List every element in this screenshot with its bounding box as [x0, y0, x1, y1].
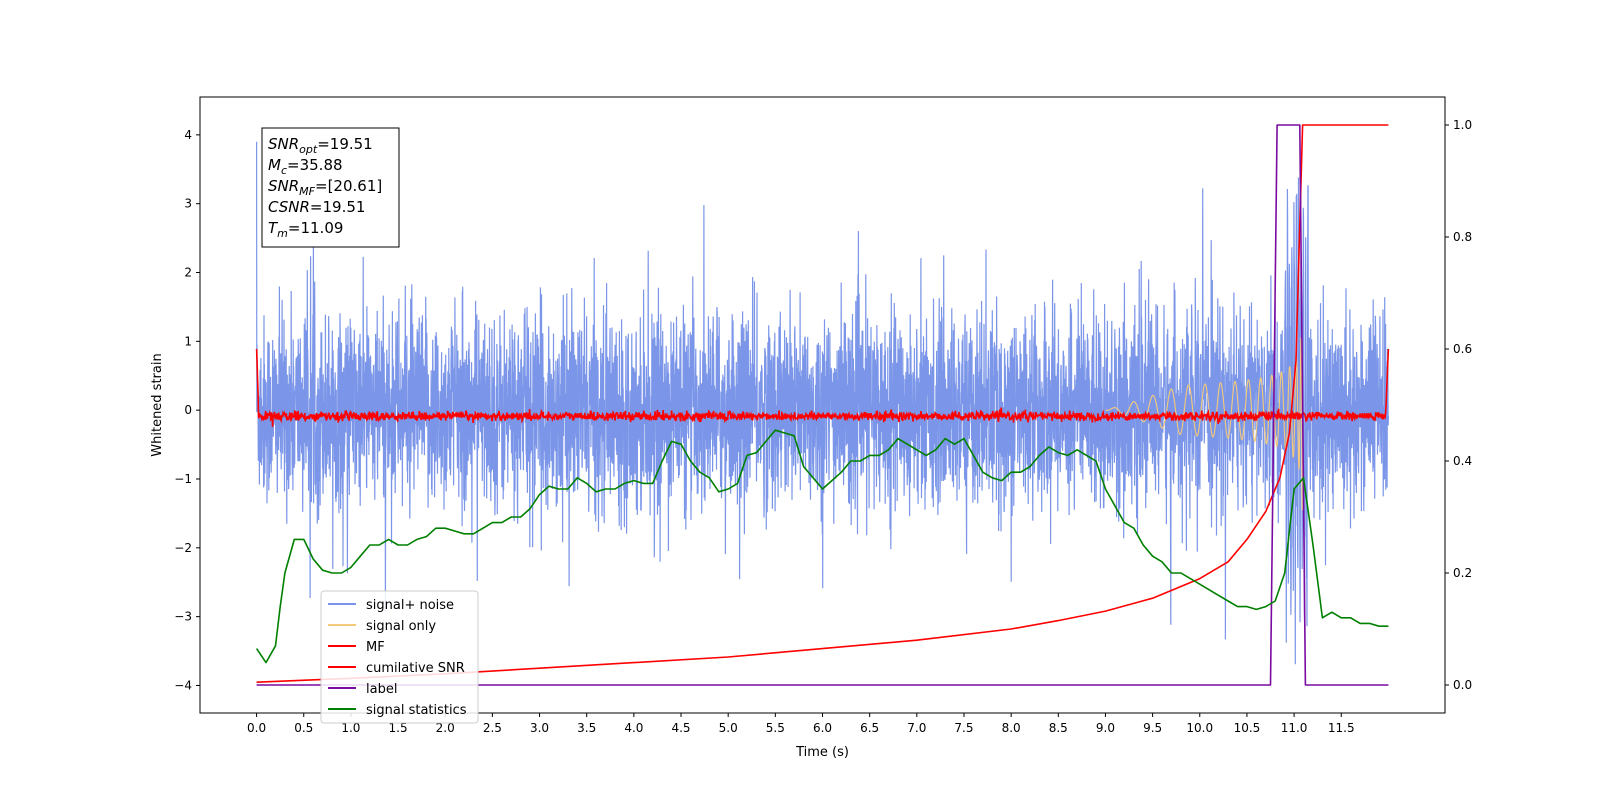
- annotation-value: =[20.61]: [315, 177, 382, 195]
- annotation-symbol: T: [268, 219, 279, 237]
- x-tick-label: 0.5: [294, 721, 313, 735]
- annotation-value: =35.88: [287, 156, 343, 174]
- annotation-line: Tm=11.09: [268, 219, 343, 240]
- legend-entry: signal+ noise: [366, 598, 454, 613]
- y-tick-label-left: 3: [184, 197, 192, 211]
- annotation-symbol: SNR: [268, 177, 299, 195]
- x-tick-label: 8.5: [1049, 721, 1068, 735]
- x-tick-label: 1.0: [341, 721, 360, 735]
- annotation-subscript: opt: [299, 143, 318, 156]
- annotation-symbol: M: [268, 156, 281, 174]
- annotation-line: CSNR=19.51: [268, 198, 365, 216]
- x-tick-label: 10.0: [1186, 721, 1213, 735]
- x-tick-label: 6.0: [813, 721, 832, 735]
- annotation-value: =11.09: [288, 219, 344, 237]
- y-axis-label: Whitened strain: [150, 353, 165, 456]
- x-tick-label: 9.0: [1096, 721, 1115, 735]
- x-tick-label: 11.5: [1328, 721, 1355, 735]
- y-tick-label-right: 0.2: [1453, 566, 1472, 580]
- legend-entry: label: [366, 682, 397, 697]
- legend: signal+ noise signal only MF cumilative SNR…: [320, 590, 479, 724]
- annotation-subscript: MF: [299, 185, 315, 198]
- x-tick-label: 8.0: [1002, 721, 1021, 735]
- x-tick-label: 11.0: [1281, 721, 1308, 735]
- series-signal-statistics: [255, 429, 1389, 664]
- annotation-subscript: c: [281, 164, 287, 177]
- annotation-value: =19.51: [317, 135, 373, 153]
- y-ticks-right: 1.0 0.8 0.6 0.4 0.2 0.0: [1445, 118, 1472, 692]
- annotation-value: =19.51: [310, 198, 366, 216]
- x-axis-label: Time (s): [795, 745, 849, 760]
- y-tick-label-left: 4: [184, 128, 192, 142]
- y-tick-label-left: −1: [174, 472, 192, 486]
- series-signal-only: [1105, 337, 1305, 511]
- annotation-line: SNRMF=[20.61]: [268, 177, 382, 198]
- x-tick-label: 3.0: [530, 721, 549, 735]
- annotation-frame: [261, 127, 400, 248]
- x-tick-label: 2.0: [436, 721, 455, 735]
- legend-frame: [320, 590, 479, 724]
- legend-entry: signal only: [366, 619, 436, 634]
- y-tick-label-left: 0: [184, 403, 192, 417]
- x-tick-label: 10.5: [1234, 721, 1261, 735]
- annotation-line: SNRopt=19.51: [268, 135, 373, 156]
- y-tick-label-left: 2: [184, 266, 192, 280]
- y-tick-label-left: −4: [174, 678, 192, 692]
- x-tick-label: 2.5: [483, 721, 502, 735]
- series-signal-noise: [256, 141, 1389, 665]
- y-tick-label-left: 1: [184, 334, 192, 348]
- x-tick-label: 0.0: [247, 721, 266, 735]
- annotation-symbol: SNR: [268, 135, 299, 153]
- legend-entry: cumilative SNR: [366, 661, 465, 676]
- x-tick-label: 5.0: [719, 721, 738, 735]
- annotation-line: Mc=35.88: [268, 156, 343, 177]
- y-tick-label-right: 1.0: [1453, 118, 1472, 132]
- annotation-box: SNRopt=19.51Mc=35.88SNRMF=[20.61]CSNR=19…: [261, 127, 400, 248]
- y-ticks-left: 4 3 2 1 0 −1 −2 −3 −4: [174, 128, 200, 692]
- x-tick-label: 1.5: [389, 721, 408, 735]
- x-tick-label: 4.5: [671, 721, 690, 735]
- series-label: [256, 124, 1389, 686]
- x-tick-label: 3.5: [577, 721, 596, 735]
- y-tick-label-right: 0.0: [1453, 678, 1472, 692]
- y-tick-label-left: −2: [174, 541, 192, 555]
- x-tick-label: 4.0: [624, 721, 643, 735]
- annotation-subscript: m: [277, 227, 288, 240]
- plot-series: [255, 124, 1390, 686]
- x-ticks: 0.0 0.5 1.0 1.5 2.0 2.5 3.0 3.5 4.0 4.5 5.0 5.5 6.0 6…: [247, 713, 1355, 735]
- annotation-symbol: CSNR: [268, 198, 310, 216]
- x-tick-label: 7.0: [907, 721, 926, 735]
- series-mf: [255, 348, 1390, 427]
- y-tick-label-left: −3: [174, 610, 192, 624]
- legend-entry: MF: [366, 640, 385, 655]
- x-tick-label: 5.5: [766, 721, 785, 735]
- series-cumulative-snr: [256, 124, 1389, 683]
- x-tick-label: 6.5: [860, 721, 879, 735]
- x-tick-label: 9.5: [1143, 721, 1162, 735]
- x-tick-label: 7.5: [954, 721, 973, 735]
- y-tick-label-right: 0.6: [1453, 342, 1472, 356]
- y-tick-label-right: 0.4: [1453, 454, 1472, 468]
- y-tick-label-right: 0.8: [1453, 230, 1472, 244]
- legend-entry: signal statistics: [366, 703, 467, 718]
